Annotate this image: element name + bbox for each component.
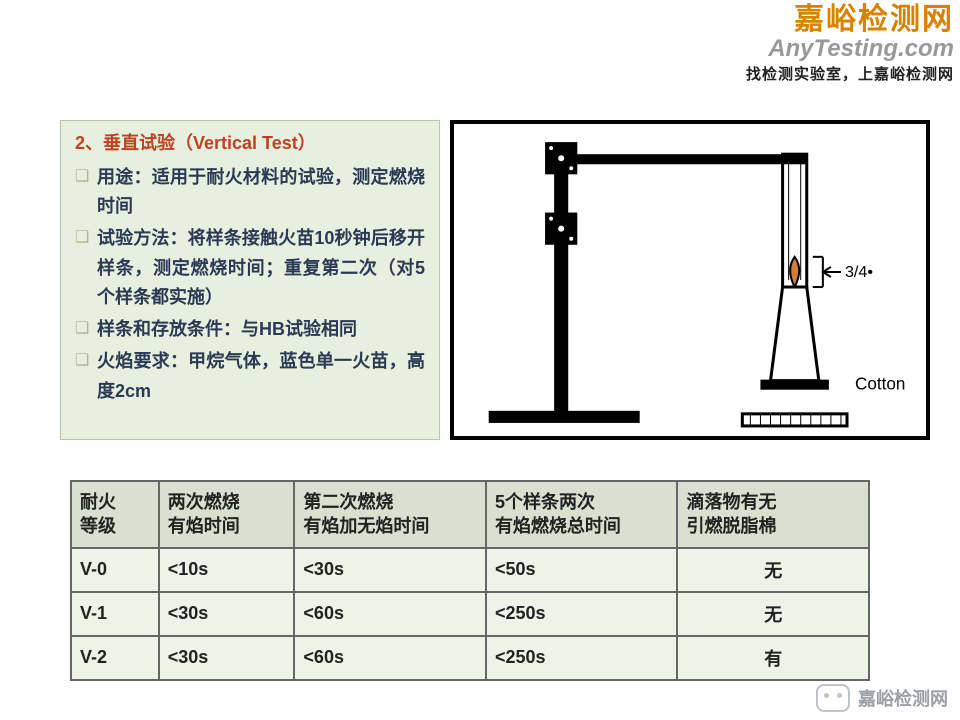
bullet-item: ❑ 样条和存放条件：与HB试验相同 — [75, 315, 425, 345]
brand-en: AnyTesting.com — [746, 36, 954, 61]
table-header-row: 耐火等级 两次燃烧有焰时间 第二次燃烧有焰加无焰时间 5个样条两次有焰燃烧总时间… — [71, 481, 869, 548]
th: 两次燃烧有焰时间 — [159, 481, 295, 548]
bullet-item: ❑ 用途：适用于耐火材料的试验，测定燃烧时间 — [75, 163, 425, 222]
td: <30s — [294, 548, 486, 592]
description-panel: 2、垂直试验（Vertical Test） ❑ 用途：适用于耐火材料的试验，测定… — [60, 120, 440, 440]
bullet-icon: ❑ — [75, 347, 97, 374]
bullet-text: 火焰要求：甲烷气体，蓝色单一火苗，高度2cm — [97, 347, 425, 406]
content-row: 2、垂直试验（Vertical Test） ❑ 用途：适用于耐火材料的试验，测定… — [60, 120, 930, 440]
bullet-text: 样条和存放条件：与HB试验相同 — [97, 315, 425, 345]
bullet-icon: ❑ — [75, 315, 97, 342]
bullet-icon: ❑ — [75, 163, 97, 190]
td: 有 — [677, 636, 869, 680]
wechat-icon — [816, 684, 850, 712]
td: <60s — [294, 636, 486, 680]
th: 耐火等级 — [71, 481, 159, 548]
td: <250s — [486, 636, 678, 680]
watermark-text: 嘉峪检测网 — [858, 685, 948, 711]
td: V-0 — [71, 548, 159, 592]
watermark: 嘉峪检测网 — [816, 684, 948, 712]
th: 滴落物有无引燃脱脂棉 — [677, 481, 869, 548]
th: 5个样条两次有焰燃烧总时间 — [486, 481, 678, 548]
desc-title: 2、垂直试验（Vertical Test） — [75, 129, 425, 159]
table-row: V-1 <30s <60s <250s 无 — [71, 592, 869, 636]
td: <30s — [159, 592, 295, 636]
cotton-label: Cotton — [855, 375, 905, 394]
bullet-item: ❑ 试验方法：将样条接触火苗10秒钟后移开样条，测定燃烧时间；重复第二次（对5个… — [75, 224, 425, 313]
brand-tagline: 找检测实验室，上嘉峪检测网 — [746, 63, 954, 84]
diagram-svg: 3/4• Cotton — [454, 124, 926, 436]
table-row: V-0 <10s <30s <50s 无 — [71, 548, 869, 592]
bullet-icon: ❑ — [75, 224, 97, 251]
td: 无 — [677, 548, 869, 592]
td: <10s — [159, 548, 295, 592]
td: <50s — [486, 548, 678, 592]
bullet-item: ❑ 火焰要求：甲烷气体，蓝色单一火苗，高度2cm — [75, 347, 425, 406]
td: <250s — [486, 592, 678, 636]
td: <60s — [294, 592, 486, 636]
bullet-text: 用途：适用于耐火材料的试验，测定燃烧时间 — [97, 163, 425, 222]
td: V-2 — [71, 636, 159, 680]
brand-cn: 嘉峪检测网 — [746, 4, 954, 36]
vertical-test-diagram: 3/4• Cotton — [450, 120, 930, 440]
brand-box: 嘉峪检测网 AnyTesting.com 找检测实验室，上嘉峪检测网 — [746, 4, 954, 84]
table-row: V-2 <30s <60s <250s 有 — [71, 636, 869, 680]
th: 第二次燃烧有焰加无焰时间 — [294, 481, 486, 548]
fire-table: 耐火等级 两次燃烧有焰时间 第二次燃烧有焰加无焰时间 5个样条两次有焰燃烧总时间… — [70, 480, 870, 681]
td: V-1 — [71, 592, 159, 636]
gap-label: 3/4• — [845, 263, 873, 281]
td: 无 — [677, 592, 869, 636]
td: <30s — [159, 636, 295, 680]
bullet-text: 试验方法：将样条接触火苗10秒钟后移开样条，测定燃烧时间；重复第二次（对5个样条… — [97, 224, 425, 313]
fire-rating-table: 耐火等级 两次燃烧有焰时间 第二次燃烧有焰加无焰时间 5个样条两次有焰燃烧总时间… — [70, 480, 870, 681]
